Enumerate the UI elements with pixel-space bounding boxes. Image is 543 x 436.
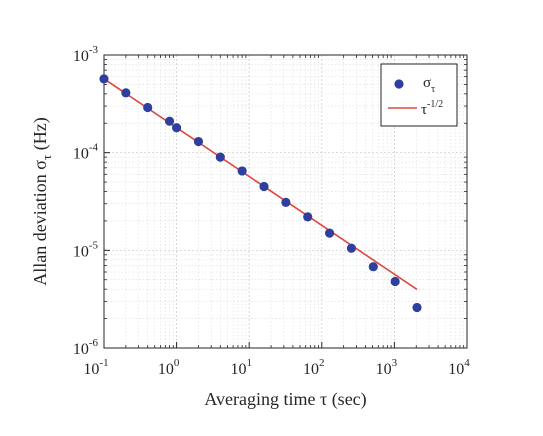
y-tick-label: 10-4: [73, 142, 99, 163]
data-point: [164, 116, 175, 126]
data-point: [324, 228, 335, 238]
data-point-series: [99, 74, 422, 313]
data-point: [172, 123, 182, 133]
data-point: [412, 302, 422, 313]
data-point: [193, 136, 204, 147]
axis-ticks: [103, 54, 468, 349]
y-tick-label: 10-5: [73, 239, 99, 260]
y-axis-label: Allan deviation στ (Hz): [30, 117, 54, 285]
data-point: [281, 197, 291, 207]
x-tick-label: 101: [230, 357, 252, 378]
x-tick-label: 10-1: [83, 357, 108, 378]
data-point: [215, 152, 225, 162]
data-point: [303, 212, 313, 222]
x-axis-tick-labels: 10-1 100 101 102 103 104: [83, 357, 470, 378]
plot-area-frame: [103, 54, 468, 349]
data-point: [346, 243, 357, 253]
data-point: [368, 262, 378, 272]
legend-entry-fit: τ-1/2: [421, 99, 443, 118]
x-tick-label: 102: [303, 357, 325, 378]
data-point: [121, 88, 131, 98]
data-point: [237, 166, 247, 176]
data-point: [390, 276, 400, 287]
data-point: [99, 74, 109, 84]
data-point: [259, 181, 269, 192]
data-point: [143, 102, 153, 113]
y-tick-label: 10-6: [73, 337, 99, 358]
y-tick-label: 10-3: [73, 44, 99, 65]
x-axis-label: Averaging time τ (sec): [204, 389, 366, 410]
legend-box: [380, 63, 458, 127]
legend-marker-icon: [394, 79, 404, 89]
x-tick-label: 100: [158, 357, 180, 378]
legend-entry-data: στ: [423, 75, 435, 95]
x-tick-label: 103: [376, 357, 398, 378]
y-axis-tick-labels: 10-6 10-5 10-4 10-3: [73, 44, 99, 358]
legend: στ τ-1/2: [380, 63, 458, 127]
x-tick-label: 104: [448, 357, 470, 378]
